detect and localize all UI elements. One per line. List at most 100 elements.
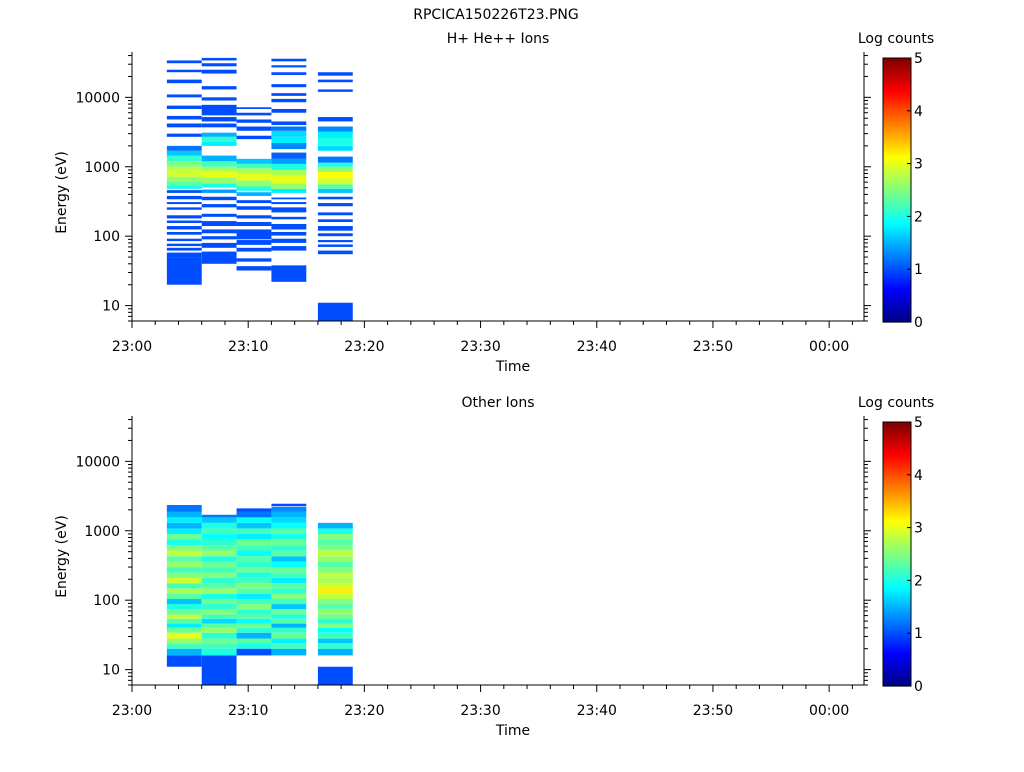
heatmap-cell	[271, 572, 307, 578]
heatmap-cell	[317, 184, 353, 189]
colorbar-tick-label: 3	[914, 157, 923, 173]
colorbar-segment	[883, 76, 911, 80]
heatmap-cell	[166, 604, 202, 610]
colorbar-segment	[883, 591, 911, 594]
colorbar-segment	[883, 119, 911, 123]
heatmap-cell	[166, 556, 202, 562]
x-tick-label: 23:30	[460, 703, 500, 719]
colorbar-segment	[883, 502, 911, 506]
heatmap-cell	[166, 545, 202, 551]
heatmap-cell	[271, 528, 307, 534]
panel-title: Other Ions	[461, 395, 534, 411]
colorbar-segment	[883, 475, 911, 479]
colorbar-segment	[883, 580, 911, 584]
colorbar-segment	[883, 648, 911, 652]
colorbar-segment	[883, 442, 911, 446]
colorbar-segment	[883, 208, 911, 212]
heatmap-cell	[236, 599, 272, 605]
heatmap-cell	[201, 123, 237, 128]
colorbar-segment	[883, 653, 911, 656]
colorbar-segment	[883, 578, 911, 582]
heatmap-cell	[271, 567, 307, 573]
heatmap-cell	[317, 89, 353, 92]
colorbar-segment	[883, 233, 911, 236]
x-tick-label: 00:00	[809, 703, 849, 719]
heatmap-cell	[201, 545, 237, 551]
heatmap-cell	[271, 522, 307, 529]
heatmap-cell	[166, 627, 202, 633]
heatmap-cell	[166, 632, 202, 639]
heatmap-cell	[271, 108, 307, 113]
colorbar-segment	[883, 438, 911, 442]
heatmap-cell	[271, 142, 307, 150]
colorbar-segment	[883, 243, 911, 247]
heatmap-cell	[236, 163, 272, 169]
colorbar-segment	[883, 204, 911, 208]
colorbar-segment	[883, 256, 911, 259]
colorbar-segment	[883, 311, 911, 315]
heatmap-cell	[201, 251, 237, 264]
colorbar-tick-label: 2	[914, 573, 923, 589]
colorbar-segment	[883, 121, 911, 125]
colorbar-segment	[883, 436, 911, 440]
colorbar-segment	[883, 309, 911, 313]
colorbar-segment	[883, 241, 911, 245]
heatmap-cell	[166, 511, 202, 518]
colorbar-segment	[883, 607, 911, 611]
heatmap-cell	[166, 69, 202, 73]
y-tick-label: 1000	[84, 524, 120, 540]
colorbar-segment	[883, 609, 911, 613]
heatmap-cell	[317, 162, 353, 167]
colorbar-segment	[883, 68, 911, 71]
heatmap-cell	[317, 666, 353, 685]
heatmap-cell	[271, 604, 307, 610]
heatmap-cell	[166, 115, 202, 120]
colorbar-segment	[883, 663, 911, 666]
colorbar-segment	[883, 313, 911, 317]
heatmap-cell	[201, 97, 237, 101]
heatmap-cell	[166, 94, 202, 98]
heatmap-cell	[201, 556, 237, 562]
colorbar-segment	[883, 317, 911, 321]
colorbar-segment	[883, 644, 911, 648]
heatmap-cell	[236, 192, 272, 196]
colorbar-segment	[883, 185, 911, 189]
heatmap-cell	[166, 567, 202, 573]
colorbar-segment	[883, 669, 911, 673]
heatmap-cell	[166, 181, 202, 186]
colorbar-segment	[883, 434, 911, 438]
colorbar: 0 1 2 3 4 5 Log counts	[858, 395, 934, 695]
colorbar-segment	[883, 481, 911, 485]
colorbar-segment	[883, 469, 911, 473]
colorbar-segment	[883, 144, 911, 148]
colorbar-segment	[883, 428, 911, 431]
heatmap-cells	[166, 57, 353, 321]
colorbar-segment	[883, 492, 911, 495]
colorbar-segment	[883, 212, 911, 216]
heatmap-cell	[201, 623, 237, 628]
colorbar-segment	[883, 574, 911, 578]
heatmap-cell	[271, 58, 307, 62]
colorbar-segment	[883, 545, 911, 549]
heatmap-cell	[236, 517, 272, 523]
heatmap-cell	[201, 614, 237, 619]
colorbar-segment	[883, 152, 911, 156]
heatmap-cell	[317, 137, 353, 146]
colorbar-segment	[883, 66, 911, 69]
heatmap-cell	[317, 203, 353, 207]
heatmap-cell	[236, 186, 272, 191]
heatmap-cell	[201, 588, 237, 594]
colorbar-segment	[883, 446, 911, 450]
heatmap-cell	[166, 176, 202, 182]
colorbar-segment	[883, 558, 911, 561]
colorbar-segment	[883, 516, 911, 520]
colorbar-segment	[883, 496, 911, 499]
colorbar-segment	[883, 291, 911, 294]
colorbar-segment	[883, 295, 911, 298]
heatmap-cell	[317, 172, 353, 179]
heatmap-cell	[201, 638, 237, 644]
colorbar-segment	[883, 117, 911, 121]
x-tick-label: 23:00	[112, 339, 152, 355]
colorbar-segment	[883, 210, 911, 214]
heatmap-cell	[236, 168, 272, 174]
